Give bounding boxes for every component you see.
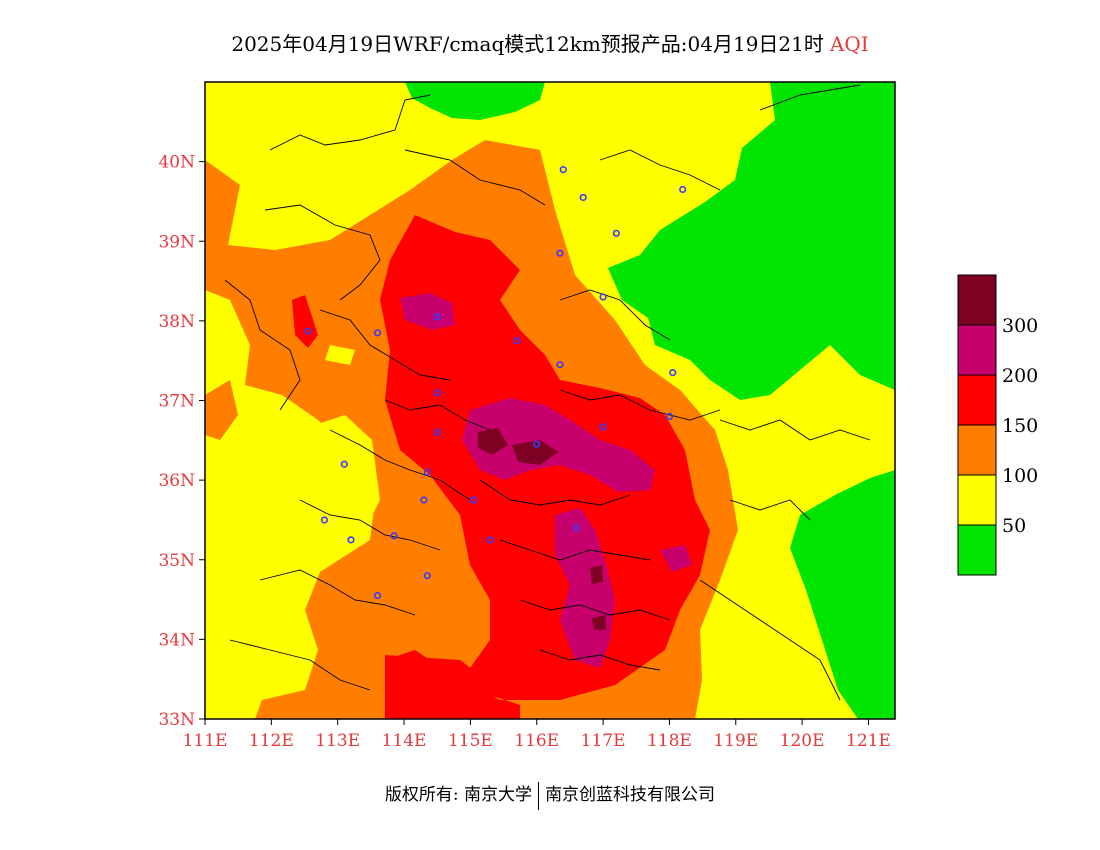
- y-axis-ticks: 33N 34N 35N 36N 37N 38N 39N 40N: [158, 153, 205, 730]
- station-marker: [579, 193, 587, 202]
- copyright-footer: 版权所有: 南京大学 南京创蓝科技有限公司: [0, 780, 1100, 810]
- x-axis-ticks: 111E 112E 113E 114E 115E 116E 117E 118E 119E 120E…: [183, 719, 891, 751]
- aqi-legend: 300 200 150 100 50: [957, 274, 1038, 576]
- aqi-yellow-pocket: [325, 345, 355, 365]
- x-tick-label: 120E: [780, 731, 825, 751]
- station-marker: [433, 428, 441, 436]
- aqi-green-northeast: [608, 82, 895, 400]
- y-tick-label: 40N: [158, 153, 195, 173]
- station-marker: [320, 516, 329, 524]
- aqi-red-west: [292, 295, 318, 348]
- x-tick-label: 114E: [382, 731, 427, 751]
- station-marker: [572, 524, 581, 532]
- y-tick-label: 39N: [158, 232, 195, 252]
- province-boundaries: [224, 84, 871, 701]
- copyright-right: 南京创蓝科技有限公司: [545, 785, 716, 805]
- y-tick-label: 34N: [158, 630, 195, 650]
- aqi-green-north: [405, 82, 545, 120]
- station-marker: [559, 165, 567, 174]
- legend-label: 300: [1002, 315, 1038, 337]
- aqi-yellow-pocket: [270, 415, 380, 560]
- title-main: 2025年04月19日WRF/cmaq模式12km预报产品:04月19日21时: [231, 32, 824, 56]
- station-marker: [533, 440, 541, 448]
- x-tick-label: 112E: [249, 731, 294, 751]
- x-tick-label: 115E: [448, 731, 493, 751]
- station-marker: [669, 369, 677, 377]
- aqi-red-south: [385, 655, 500, 719]
- legend-label: 200: [1002, 365, 1038, 387]
- aqi-maroon-zone: [592, 615, 606, 630]
- station-marker: [679, 185, 687, 194]
- y-tick-label: 38N: [158, 312, 195, 332]
- station-marker: [470, 496, 478, 504]
- legend-swatch: [957, 424, 997, 476]
- legend-swatch: [957, 474, 997, 526]
- legend-swatch: [957, 374, 997, 426]
- legend-label: 100: [1002, 465, 1038, 487]
- aqi-maroon-zone: [478, 428, 508, 455]
- aqi-purple-zone: [400, 293, 455, 330]
- station-marker: [373, 591, 382, 600]
- city-stations: [304, 165, 687, 600]
- station-marker: [556, 361, 564, 369]
- x-tick-label: 121E: [846, 731, 891, 751]
- station-marker: [599, 423, 607, 431]
- aqi-maroon-zone: [590, 565, 603, 584]
- station-marker: [390, 532, 398, 540]
- legend-label: 150: [1002, 415, 1038, 437]
- copyright-left: 版权所有: 南京大学: [384, 785, 533, 805]
- aqi-maroon-zone: [512, 440, 558, 465]
- station-marker: [433, 313, 441, 321]
- x-tick-label: 113E: [315, 731, 360, 751]
- aqi-purple-zone: [660, 545, 692, 572]
- legend-swatch: [957, 274, 997, 326]
- title-variable: AQI: [829, 32, 869, 56]
- y-tick-label: 33N: [158, 710, 195, 730]
- y-tick-label: 35N: [158, 551, 195, 571]
- station-marker: [433, 388, 441, 397]
- station-marker: [373, 329, 382, 337]
- station-marker: [423, 468, 431, 476]
- station-marker: [304, 327, 312, 335]
- station-marker: [340, 460, 348, 468]
- x-tick-label: 117E: [581, 731, 626, 751]
- legend-label: 50: [1002, 515, 1026, 537]
- y-tick-label: 36N: [158, 471, 195, 491]
- aqi-orange-west: [205, 380, 238, 440]
- aqi-green-sea: [790, 470, 895, 719]
- station-marker: [665, 412, 674, 421]
- legend-swatch: [957, 524, 997, 576]
- station-marker: [599, 293, 607, 301]
- station-marker: [423, 572, 431, 580]
- station-marker: [556, 249, 564, 257]
- station-marker: [612, 229, 620, 237]
- station-marker: [513, 337, 521, 345]
- legend-swatch: [957, 324, 997, 376]
- y-tick-label: 37N: [158, 392, 195, 412]
- aqi-purple-zone: [462, 398, 655, 492]
- x-tick-label: 111E: [183, 731, 228, 751]
- station-marker: [347, 536, 355, 544]
- footer-separator: [538, 781, 540, 810]
- station-marker: [486, 536, 494, 544]
- x-tick-label: 119E: [713, 731, 758, 751]
- x-tick-label: 116E: [514, 731, 559, 751]
- station-marker: [420, 496, 428, 504]
- map-title: 2025年04月19日WRF/cmaq模式12km预报产品:04月19日21时 A…: [0, 28, 1100, 57]
- plot-area: [205, 82, 895, 719]
- x-tick-label: 118E: [647, 731, 692, 751]
